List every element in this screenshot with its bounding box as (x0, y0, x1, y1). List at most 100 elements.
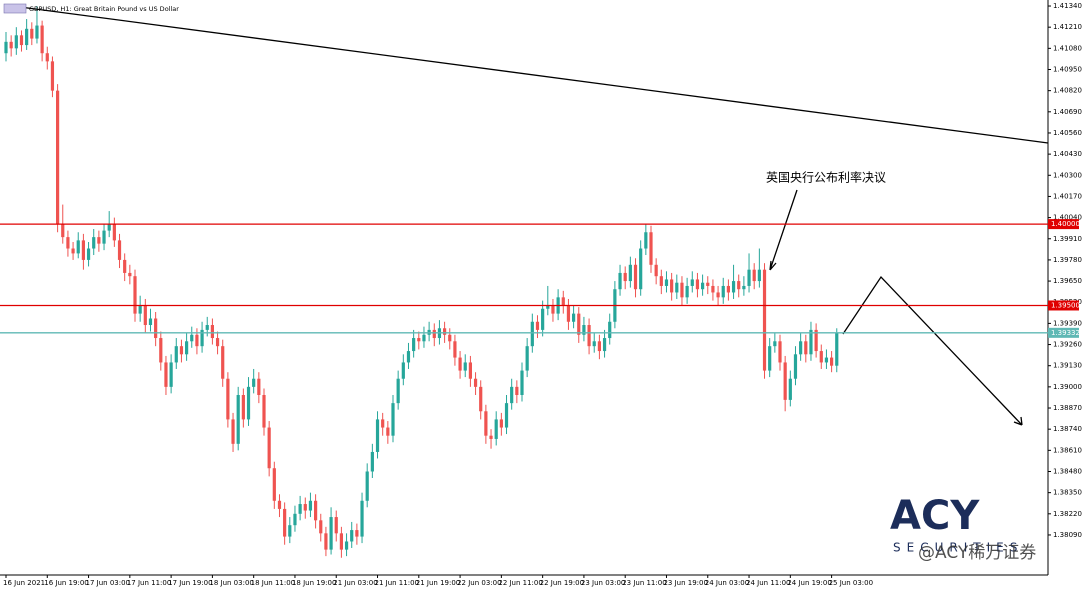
y-tick-label: 1.38610 (1053, 446, 1082, 454)
x-tick-label: 16 Jun 2021 (3, 579, 45, 587)
candle-body (76, 240, 80, 254)
candle-body (778, 341, 782, 363)
candle-body (639, 248, 643, 290)
candle-body (298, 504, 302, 514)
candle-body (30, 28, 34, 39)
candle-body (793, 354, 798, 379)
candle-body (174, 346, 178, 363)
x-tick-label: 21 Jun 03:00 (333, 579, 377, 587)
arrow (769, 189, 798, 271)
candle-body (443, 328, 447, 335)
candle-body (721, 285, 725, 298)
candle-body (92, 237, 96, 249)
candle-body (277, 500, 282, 509)
candle-body (221, 346, 225, 379)
candle-body (417, 338, 421, 342)
candle-body (468, 362, 472, 379)
annotation: 英国央行公布利率决议 (766, 170, 886, 185)
candle-body (757, 269, 761, 282)
candle-body (510, 386, 514, 404)
candle-body (334, 517, 338, 534)
candle-body (319, 520, 323, 534)
x-tick-label: 17 Jun 11:00 (127, 579, 171, 587)
x-tick-label: 22 Jun 03:00 (457, 579, 501, 587)
candle-body (830, 357, 834, 366)
trend-line (4, 4, 1049, 144)
candle-body (670, 279, 674, 293)
y-tick-label: 1.39650 (1053, 277, 1082, 285)
candle-body (81, 240, 85, 260)
candle-body (246, 386, 251, 420)
candle-body (226, 378, 230, 420)
candle-body (112, 224, 116, 241)
x-tick-label: 21 Jun 19:00 (416, 579, 460, 587)
y-tick-label: 1.38350 (1053, 489, 1082, 497)
candle-body (148, 318, 153, 326)
candle-body (4, 41, 8, 54)
y-tick-label: 1.40690 (1053, 108, 1082, 116)
candle-body (339, 533, 343, 550)
candle-body (701, 282, 705, 290)
price-level-label: 1.39332 (1051, 329, 1080, 337)
candle-body (602, 338, 607, 352)
candle-body (773, 341, 777, 347)
forecast-arrow (842, 275, 1023, 426)
candle-body (520, 370, 524, 395)
candle-body (102, 230, 106, 244)
candle-body (61, 224, 65, 238)
candle-body (123, 259, 127, 273)
candle-body (97, 237, 101, 244)
candle-body (66, 237, 70, 249)
candle-body (329, 517, 333, 550)
candle-body (86, 248, 91, 260)
y-tick-label: 1.39780 (1053, 256, 1082, 264)
logo: ACY SECURITIES @ACY稀万证券 (890, 493, 1036, 563)
candle-body (618, 272, 622, 290)
candle-body (14, 35, 18, 49)
candle-body (164, 362, 168, 387)
candle-body (267, 427, 271, 469)
candle-body (185, 341, 189, 355)
y-tick-label: 1.40300 (1053, 171, 1082, 179)
candle-body (210, 325, 214, 339)
candle-body (690, 279, 694, 286)
candle-body (695, 279, 700, 290)
y-tick-label: 1.38220 (1053, 510, 1082, 518)
candle-body (535, 321, 540, 330)
candle-body (71, 248, 75, 254)
candle-body (9, 41, 13, 49)
candle-body (45, 53, 49, 62)
candle-body (35, 25, 39, 39)
x-tick-label: 24 Jun 03:00 (705, 579, 749, 587)
candle-body (448, 334, 452, 342)
x-tick-label: 23 Jun 03:00 (581, 579, 625, 587)
candle-body (819, 351, 823, 363)
candle-body (541, 308, 545, 330)
y-tick-label: 1.40560 (1053, 129, 1082, 137)
candle-body (215, 338, 220, 347)
candle-body (577, 313, 581, 335)
candle-body (262, 394, 266, 428)
price-level-box (1048, 300, 1079, 311)
price-level-box (1048, 219, 1079, 230)
candle-body (572, 313, 576, 322)
candle-body (133, 276, 137, 314)
candle-body (499, 419, 503, 428)
x-tick-label: 17 Jun 19:00 (168, 579, 212, 587)
candle-body (370, 451, 374, 472)
candle-body (107, 224, 111, 231)
y-tick-label: 1.40430 (1053, 150, 1082, 158)
y-tick-label: 1.38870 (1053, 404, 1082, 412)
chart-title: GBPUSD, H1: Great Britain Pound vs US Do… (29, 5, 179, 13)
candle-body (525, 346, 529, 371)
x-tick-label: 17 Jun 03:00 (86, 579, 130, 587)
candle-body (159, 338, 163, 363)
candle-body (737, 281, 741, 290)
candle-body (566, 305, 571, 322)
candle-body (200, 329, 204, 347)
price-level-label: 1.39500 (1051, 301, 1080, 309)
candle-body (195, 334, 199, 347)
candle-body (25, 28, 29, 46)
candle-body (458, 357, 462, 371)
